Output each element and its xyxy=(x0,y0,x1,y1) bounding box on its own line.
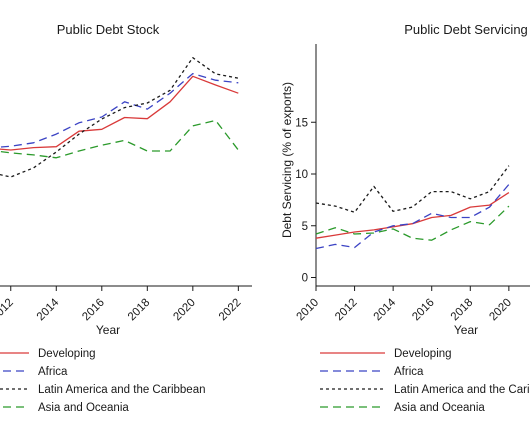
x-tick-label: 2010 xyxy=(295,297,322,324)
debt-servicing-panel: Public Debt Servicing Debt Servicing (% … xyxy=(280,22,530,337)
x-tick-label: 2014 xyxy=(35,296,62,323)
x-tick-label: 2020 xyxy=(171,297,198,324)
x-tick-label: 2016 xyxy=(410,297,437,324)
debt-servicing-title: Public Debt Servicing xyxy=(404,22,528,37)
series-line-africa xyxy=(0,72,239,148)
series-line-developing xyxy=(0,75,239,151)
legend-label: Latin America and the Caribbean xyxy=(394,384,530,396)
legend-label: Latin America and the Caribbean xyxy=(38,384,206,396)
debt-servicing-x-axis-label: Year xyxy=(454,323,478,337)
debt-servicing-plot-area xyxy=(315,44,530,287)
series-line-africa xyxy=(315,183,510,250)
x-tick-label: 2020 xyxy=(487,297,514,324)
legend-label: Africa xyxy=(394,366,424,378)
legend-label: Africa xyxy=(38,366,68,378)
debt-servicing-legend: Developing Africa Latin America and the Ca… xyxy=(320,348,530,414)
series-line-latin-america-and-the-caribbean xyxy=(0,57,239,178)
y-tick-label: 10 xyxy=(295,169,308,181)
x-tick-label: 2018 xyxy=(126,297,153,324)
debt-servicing-y-axis-label: Debt Servicing (% of exports) xyxy=(280,82,294,238)
legend-label: Developing xyxy=(394,348,452,360)
series-line-asia-and-oceania xyxy=(315,205,510,241)
legend-label: Asia and Oceania xyxy=(38,402,129,414)
x-tick-label: 2012 xyxy=(0,297,16,324)
series-line-asia-and-oceania xyxy=(0,119,239,159)
x-tick-label: 2022 xyxy=(217,297,244,324)
series-line-developing xyxy=(315,192,510,239)
debt-stock-legend: Developing Africa Latin America and the Ca… xyxy=(0,348,206,414)
x-tick-label: 2012 xyxy=(333,297,360,324)
legend-label: Developing xyxy=(38,348,96,360)
y-tick-label: 0 xyxy=(302,273,308,285)
y-tick-label: 15 xyxy=(295,117,308,129)
debt-stock-x-ticks: 2012 2014 2016 2018 2020 2022 xyxy=(0,286,243,323)
x-tick-label: 2016 xyxy=(80,297,107,324)
series-line-latin-america-and-the-caribbean xyxy=(315,165,510,213)
debt-servicing-x-ticks: 2010 2012 2014 2016 2018 2020 xyxy=(295,286,514,323)
y-tick-label: 5 xyxy=(302,221,308,233)
x-tick-label: 2018 xyxy=(449,297,476,324)
debt-stock-panel: Public Debt Stock 2012 2014 2016 2018 2020 20… xyxy=(0,22,252,337)
legend-label: Asia and Oceania xyxy=(394,402,485,414)
debt-stock-title: Public Debt Stock xyxy=(57,22,160,37)
debt-servicing-y-ticks: 0 5 10 15 xyxy=(295,117,316,285)
debt-stock-plot-area xyxy=(0,57,252,287)
debt-stock-x-axis-label: Year xyxy=(96,323,120,337)
x-tick-label: 2014 xyxy=(372,296,399,323)
